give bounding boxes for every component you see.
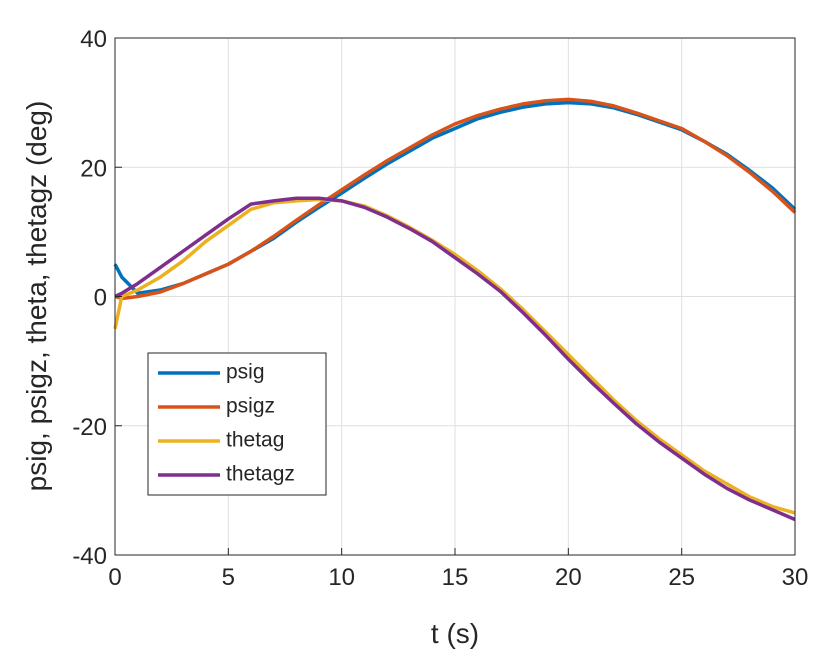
y-tick-label: 0 [94, 285, 107, 312]
x-tick-label: 0 [108, 564, 121, 591]
legend: psig psigz thetag thetagz [147, 352, 327, 496]
ticks: 0 5 10 15 20 25 30 -40 -20 0 20 40 [72, 26, 808, 591]
series-line [114, 97, 797, 301]
y-tick-label: -20 [72, 414, 107, 441]
x-axis-label: t (s) [431, 618, 479, 649]
legend-label: thetag [226, 429, 284, 452]
x-tick-label: 25 [668, 564, 695, 591]
series-line [113, 197, 796, 515]
y-tick-label: -40 [72, 543, 107, 570]
legend-label: thetagz [226, 463, 295, 486]
y-tick-label: 20 [80, 155, 107, 182]
y-axis-label: psig, psigz, theta, thetagz (deg) [21, 101, 52, 492]
x-tick-label: 15 [442, 564, 469, 591]
plot-lines [113, 97, 797, 522]
legend-label: psig [226, 361, 265, 384]
x-tick-label: 20 [555, 564, 582, 591]
x-tick-label: 30 [782, 564, 809, 591]
y-tick-label: 40 [80, 26, 107, 53]
series-line [114, 196, 796, 522]
x-tick-label: 5 [222, 564, 235, 591]
x-tick-label: 10 [328, 564, 355, 591]
legend-label: psigz [226, 395, 275, 418]
legend-box [147, 352, 327, 496]
